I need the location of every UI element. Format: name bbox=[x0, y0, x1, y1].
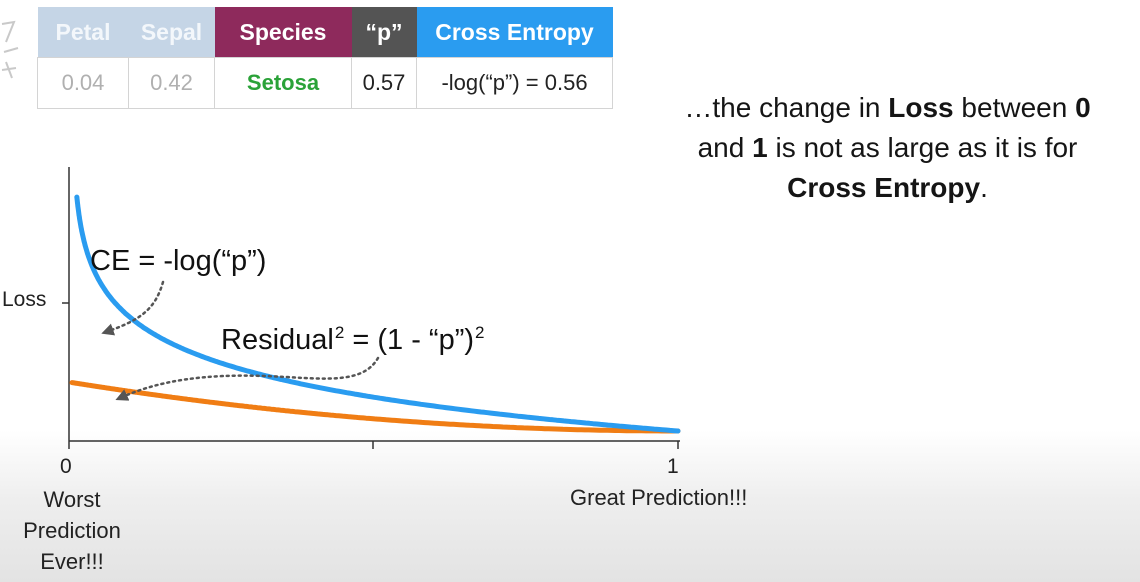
note-text-3: and bbox=[697, 132, 753, 163]
cell-species: Setosa bbox=[214, 57, 352, 109]
x-tick-label-1: 1 bbox=[667, 455, 679, 478]
note-text-2: between bbox=[953, 92, 1076, 123]
note-bold-cross-entropy: Cross Entropy bbox=[787, 172, 981, 203]
note-bold-loss: Loss bbox=[888, 92, 954, 123]
iris-data-table: Petal Sepal Species “p” Cross Entropy 0.… bbox=[37, 7, 613, 109]
residual-superscript-2: 2 bbox=[475, 323, 485, 342]
note-text-4: is not as large as it is for bbox=[767, 132, 1078, 163]
squared-residual-curve bbox=[69, 380, 681, 434]
cell-sepal: 0.42 bbox=[128, 57, 215, 109]
cross-entropy-curve bbox=[74, 194, 681, 434]
header-petal: Petal bbox=[37, 7, 129, 58]
note-bold-one: 1 bbox=[752, 132, 768, 163]
note-text-5: . bbox=[980, 172, 988, 203]
great-prediction-label: Great Prediction!!! bbox=[570, 485, 748, 510]
header-sepal: Sepal bbox=[128, 7, 215, 58]
table-header-row: Petal Sepal Species “p” Cross Entropy bbox=[37, 7, 613, 58]
residual-formula-label: Residual2 = (1 - “p”)2 bbox=[221, 323, 485, 357]
y-axis-label: Loss bbox=[2, 288, 47, 311]
header-species: Species bbox=[214, 7, 352, 58]
residual-equation: = (1 - “p”) bbox=[344, 324, 475, 356]
cell-p: 0.57 bbox=[351, 57, 417, 109]
cell-cross-entropy: -log(“p”) = 0.56 bbox=[416, 57, 613, 109]
note-text-1: …the change in bbox=[684, 92, 889, 123]
note-bold-zero: 0 bbox=[1075, 92, 1091, 123]
series-layer bbox=[69, 194, 681, 434]
ce-formula-label: CE = -log(“p”) bbox=[90, 245, 267, 277]
ce-annotation-arrow bbox=[101, 280, 165, 336]
header-cross-entropy: Cross Entropy bbox=[416, 7, 613, 58]
explanation-note: …the change in Loss between 0 and 1 is n… bbox=[660, 88, 1115, 208]
x-tick-label-0: 0 bbox=[60, 455, 72, 478]
residual-superscript-1: 2 bbox=[334, 323, 345, 342]
residual-annotation-arrow bbox=[115, 356, 380, 401]
residual-word: Residual bbox=[221, 324, 334, 356]
worst-prediction-label: Worst Prediction Ever!!! bbox=[23, 487, 121, 574]
cell-petal: 0.04 bbox=[37, 57, 129, 109]
table-row: 0.04 0.42 Setosa 0.57 -log(“p”) = 0.56 bbox=[37, 57, 613, 109]
pen-scribble-mark bbox=[1, 20, 19, 79]
header-p: “p” bbox=[351, 7, 417, 58]
